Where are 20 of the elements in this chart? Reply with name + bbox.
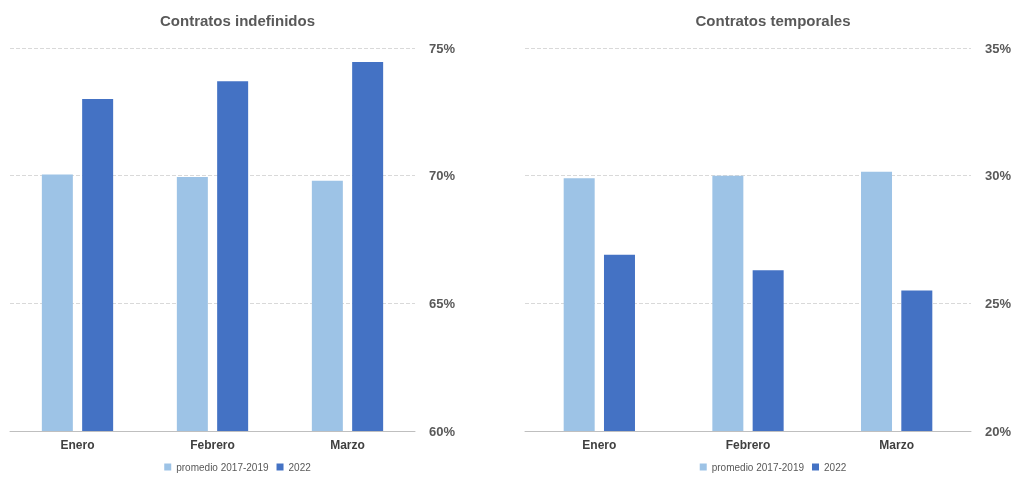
legend-label: promedio 2017-2019 [176, 461, 269, 473]
x-tick-label: Marzo [879, 438, 914, 452]
legend-label: promedio 2017-2019 [711, 461, 805, 473]
y-tick-label: 60% [429, 423, 456, 439]
x-tick-label: Febrero [190, 438, 235, 452]
x-tick-label: Enero [60, 438, 95, 452]
y-tick-label: 35% [985, 40, 1012, 56]
y-tick-label: 25% [985, 295, 1012, 311]
chart-title: Contratos indefinidos [160, 12, 315, 29]
x-tick-label: Marzo [330, 438, 365, 452]
legend-label: 2022 [824, 461, 847, 473]
x-tick-label: Enero [582, 438, 617, 452]
y-tick-label: 65% [429, 295, 456, 311]
y-tick-label: 20% [985, 423, 1012, 439]
y-tick-label: 70% [429, 168, 456, 184]
y-tick-label: 75% [429, 40, 456, 56]
legend-label: 2022 [288, 461, 312, 473]
chart-title: Contratos temporales [695, 12, 851, 29]
x-tick-label: Febrero [725, 438, 771, 452]
y-tick-label: 30% [985, 168, 1012, 184]
